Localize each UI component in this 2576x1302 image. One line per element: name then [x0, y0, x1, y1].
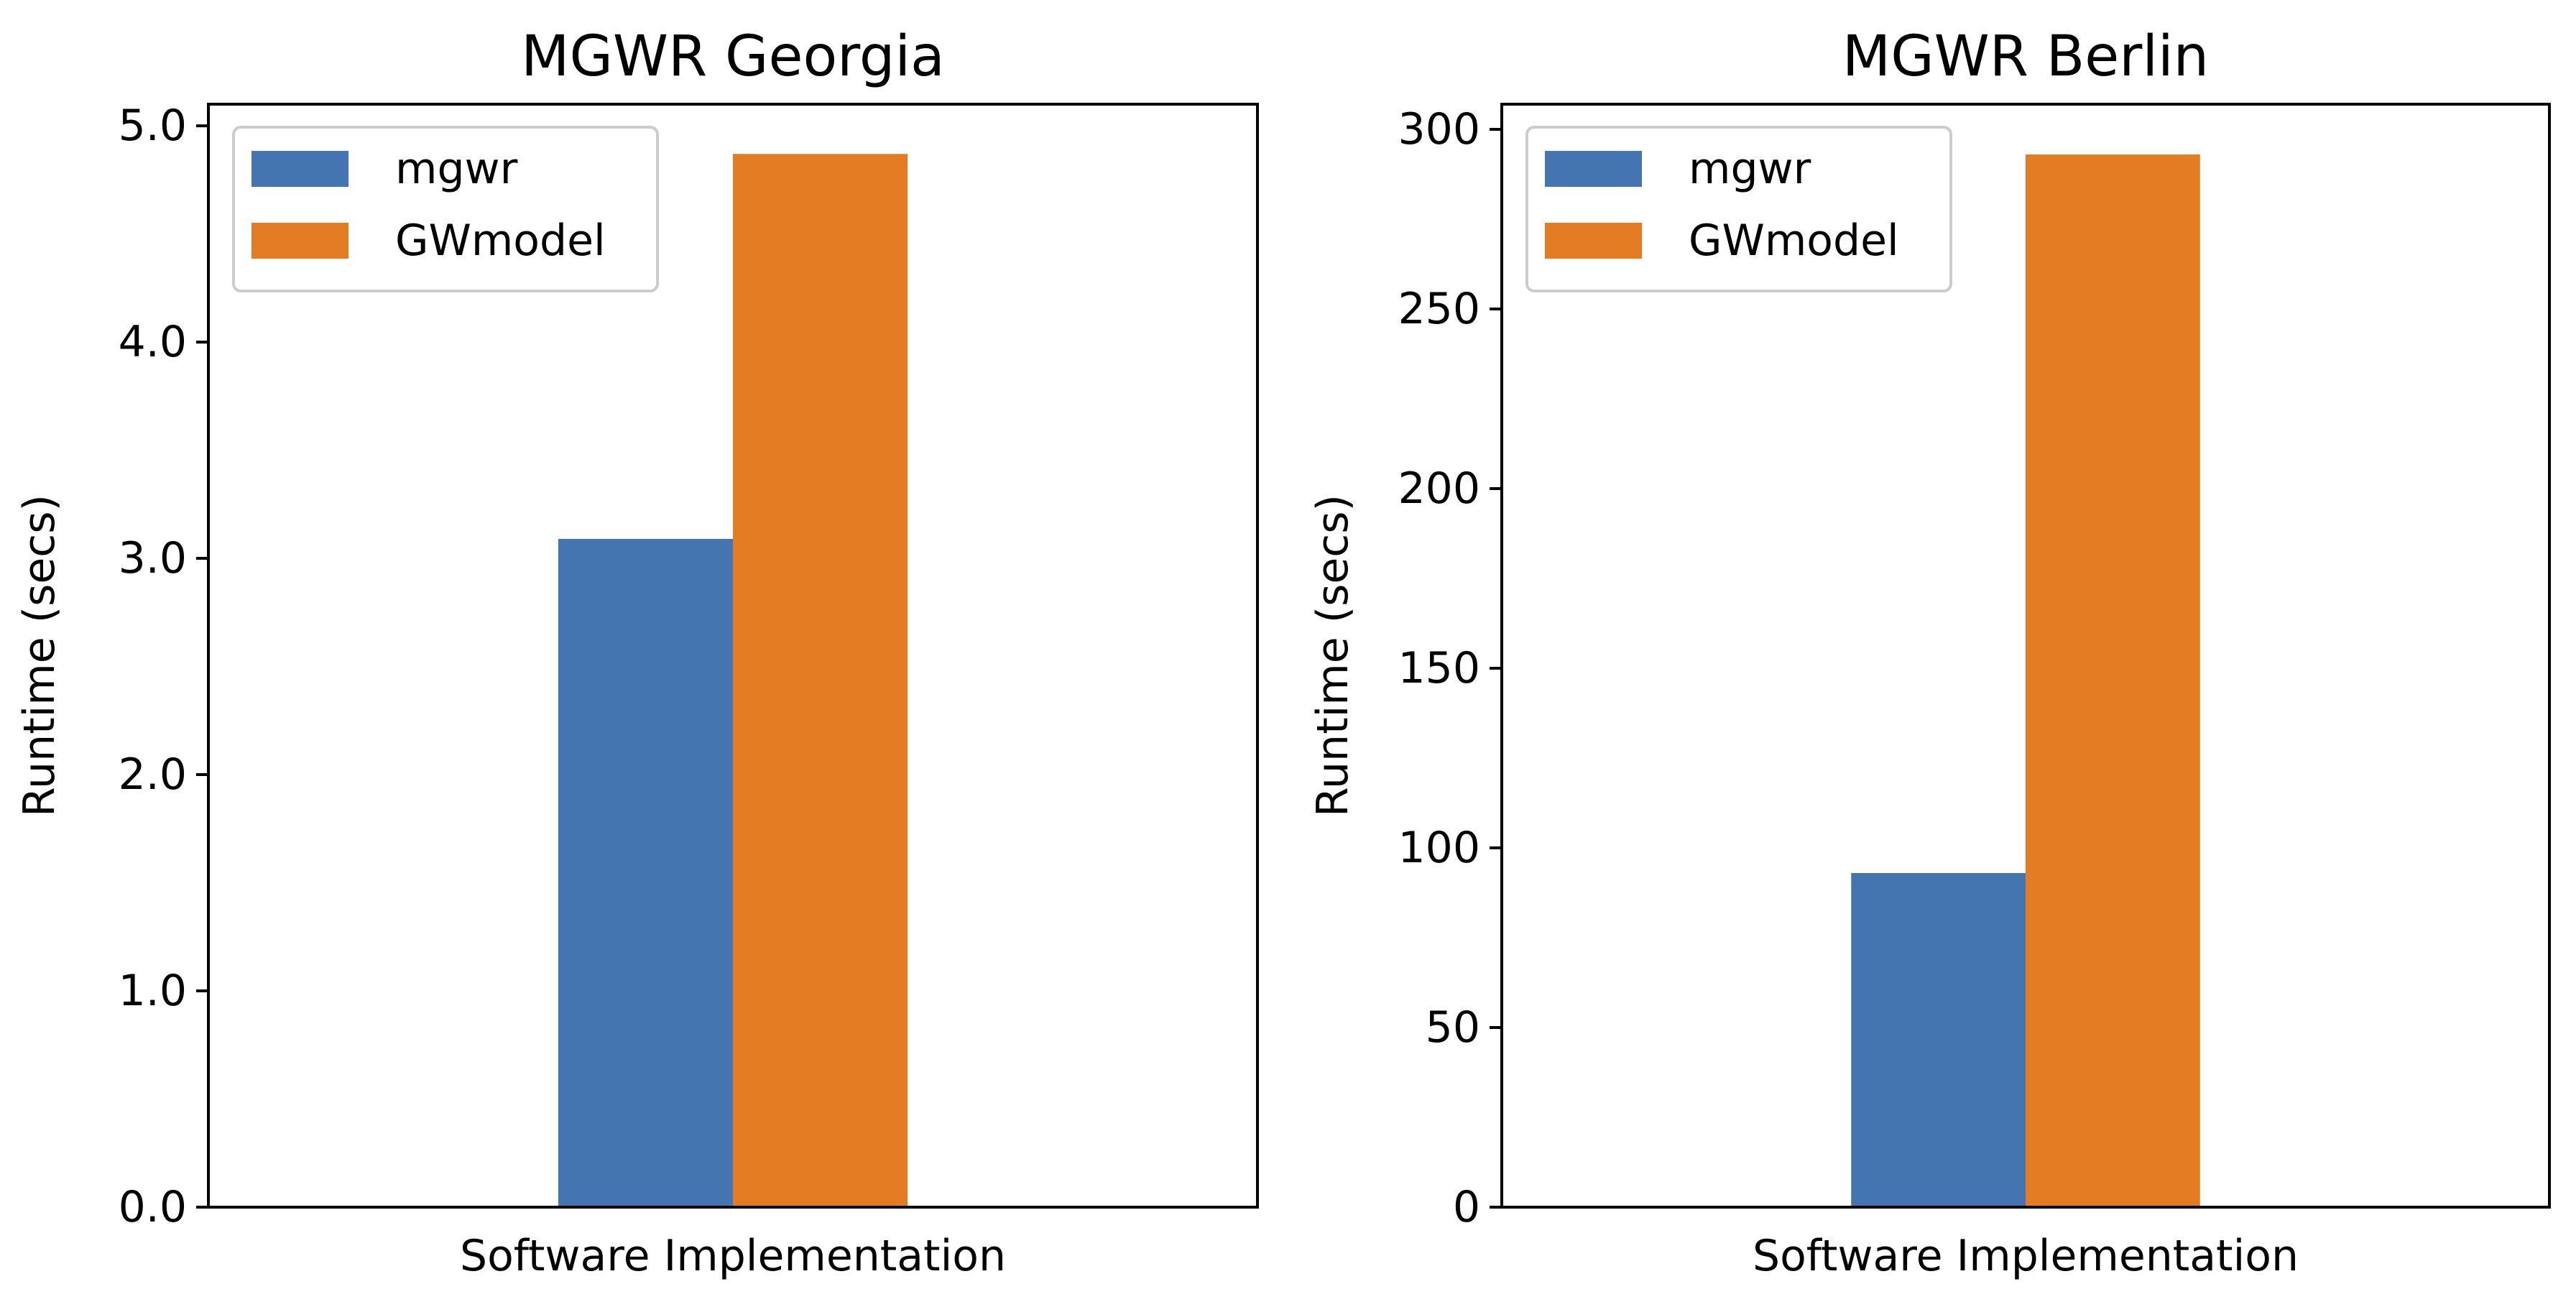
y-tick-label: 100: [1398, 823, 1480, 873]
legend-label-mgwr: mgwr: [395, 144, 518, 194]
y-tick-label: 2.0: [119, 749, 187, 800]
y-tick-label: 1.0: [119, 966, 187, 1016]
y-tick-label: 150: [1398, 643, 1480, 693]
y-tick-label: 250: [1398, 284, 1480, 334]
x-axis-label: Software Implementation: [460, 1231, 1006, 1281]
y-tick-label: 50: [1426, 1002, 1480, 1053]
bar-gwmodel: [2026, 154, 2200, 1207]
chart-panel-berlin: 0 50 100 150 200 250 300 MGWR Berlin Software Im…: [1308, 24, 2551, 1281]
plot-area-frame: [207, 103, 1259, 1209]
chart-title: MGWR Georgia: [521, 24, 945, 89]
legend-label-gwmodel: GWmodel: [395, 216, 606, 266]
y-tick-label: 200: [1398, 463, 1480, 514]
bar-mgwr: [558, 538, 733, 1207]
y-axis-label: Runtime (secs): [14, 494, 65, 817]
y-tick-label: 300: [1398, 104, 1480, 154]
legend-label-mgwr: mgwr: [1689, 144, 1811, 194]
legend-swatch-mgwr: [1545, 151, 1642, 187]
y-tick-label: 0.0: [119, 1182, 187, 1232]
bar-mgwr: [1851, 873, 2026, 1207]
bar-gwmodel: [733, 154, 908, 1208]
chart-title: MGWR Berlin: [1842, 24, 2209, 89]
y-tick-label: 5.0: [119, 101, 187, 151]
chart-panel-georgia: 0.0 1.0 2.0 3.0 4.0 5.0 MGWR Georgia Software I…: [14, 24, 1259, 1281]
plot-area-frame: [1500, 103, 2551, 1209]
legend: mgwr GWmodel: [1525, 126, 1952, 292]
legend-swatch-gwmodel: [1545, 223, 1642, 259]
y-tick-label: 3.0: [119, 533, 187, 583]
y-axis-label: Runtime (secs): [1308, 494, 1358, 817]
legend-swatch-gwmodel: [251, 223, 348, 259]
legend-label-gwmodel: GWmodel: [1689, 216, 1899, 266]
legend: mgwr GWmodel: [232, 126, 659, 292]
legend-swatch-mgwr: [251, 151, 348, 187]
y-tick-label: 4.0: [119, 317, 187, 367]
y-tick-label: 0: [1453, 1182, 1480, 1232]
x-axis-label: Software Implementation: [1753, 1231, 2299, 1281]
